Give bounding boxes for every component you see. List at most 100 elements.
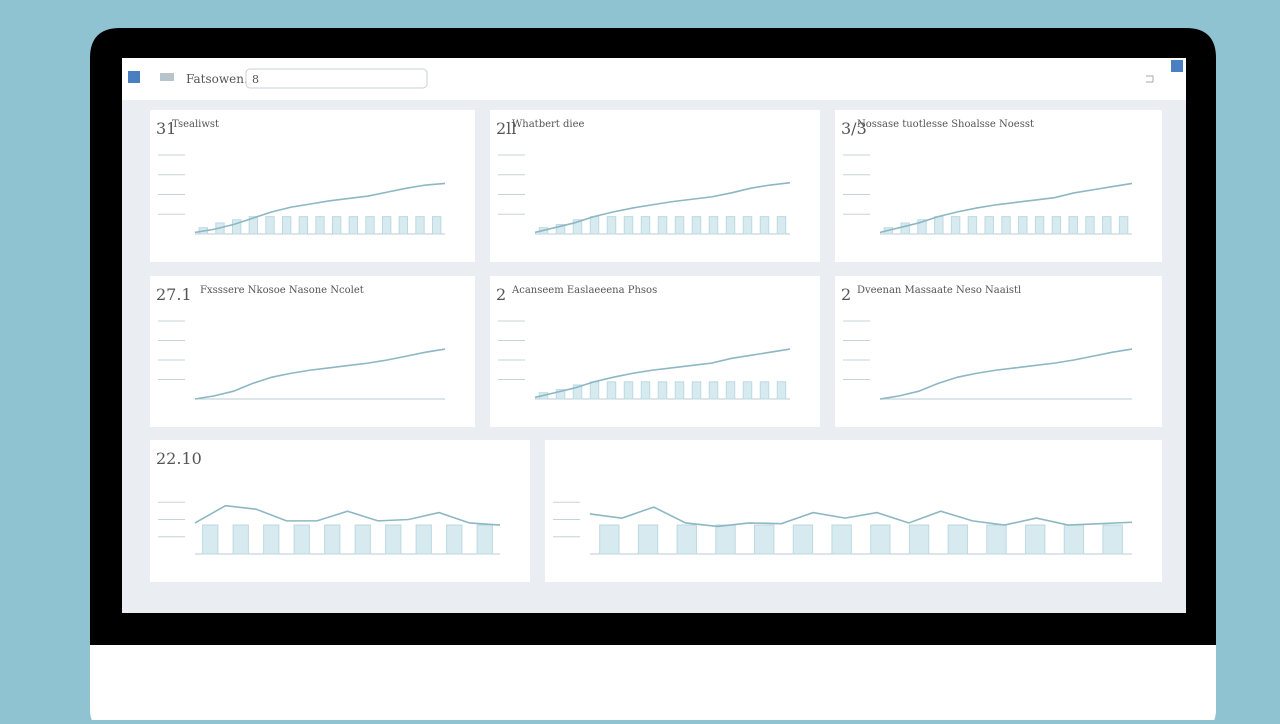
bar <box>298 216 308 235</box>
bar <box>476 524 493 555</box>
bar <box>986 524 1007 555</box>
bar <box>599 524 620 555</box>
bar <box>870 524 891 555</box>
bar <box>742 381 753 400</box>
bar <box>282 216 292 235</box>
bar <box>984 216 994 235</box>
panel-number: 31 <box>156 119 176 138</box>
bar <box>382 216 392 235</box>
bar <box>263 524 280 555</box>
menu-icon[interactable] <box>160 73 174 81</box>
panel-title: Nossase tuotlesse Shoalsse Noesst <box>857 119 1034 130</box>
chart-panel <box>150 110 475 262</box>
bar <box>589 381 600 400</box>
panel-title: Dveenan Massaate Neso Naaistl <box>857 285 1021 296</box>
bar <box>315 216 325 235</box>
bar <box>606 216 617 235</box>
panel-number: 2 <box>841 285 851 304</box>
bar <box>676 524 697 555</box>
line-series <box>194 504 501 526</box>
bar <box>674 216 685 235</box>
bar <box>415 216 425 235</box>
bar <box>754 524 775 555</box>
bar <box>1102 524 1123 555</box>
bar <box>365 216 375 235</box>
line-series <box>879 182 1133 234</box>
bar <box>1102 216 1112 235</box>
bar <box>759 381 770 400</box>
bar <box>332 216 342 235</box>
bar <box>637 524 659 555</box>
search-text: 8 <box>252 73 259 86</box>
bar <box>967 216 978 235</box>
window-icon[interactable] <box>1171 60 1183 72</box>
panel-number: 2ll <box>496 119 516 138</box>
bar <box>1018 216 1028 235</box>
chart-panel <box>835 276 1162 427</box>
bar <box>947 524 968 555</box>
bar <box>1085 216 1095 235</box>
bar <box>900 222 910 235</box>
bar <box>555 389 566 400</box>
line-series <box>194 348 446 400</box>
bar <box>917 219 927 235</box>
line-series <box>194 182 446 234</box>
panel-number: 2 <box>496 285 506 304</box>
chart-panel <box>490 110 820 262</box>
panel-number: 3/3 <box>841 119 867 138</box>
bar <box>385 524 402 555</box>
bar <box>691 381 702 400</box>
bar <box>202 524 219 555</box>
bar <box>640 381 651 400</box>
panel-title: Tsealiwst <box>172 119 219 130</box>
bar <box>1063 524 1085 555</box>
bar <box>708 381 719 400</box>
line-series <box>589 506 1133 528</box>
bar <box>1118 216 1129 235</box>
bar <box>715 524 736 555</box>
bar <box>446 524 463 555</box>
bar <box>725 216 736 235</box>
bar <box>640 216 651 235</box>
bar <box>589 216 600 235</box>
toolbar-title: Fatsowen. <box>186 72 248 86</box>
bar <box>674 381 685 400</box>
app-icon[interactable] <box>128 71 140 83</box>
bar <box>776 381 787 400</box>
panel-title: Whatbert diee <box>512 119 585 130</box>
panel-title: Fxsssere Nkosoe Nasone Ncolet <box>200 285 364 296</box>
bar <box>776 216 787 235</box>
bar <box>606 381 617 400</box>
bar <box>232 219 242 235</box>
bar <box>555 224 566 235</box>
panel-number: 27.1 <box>156 285 192 304</box>
bar <box>657 381 668 400</box>
bar <box>1025 524 1046 555</box>
panel-title: Acanseem Easlaeeena Phsos <box>511 285 657 296</box>
bar <box>398 216 408 235</box>
bar <box>934 216 944 235</box>
bar <box>572 384 583 400</box>
bar <box>1034 216 1045 235</box>
line-series <box>534 181 791 234</box>
bar <box>657 216 668 235</box>
bar <box>950 216 961 235</box>
search-box[interactable] <box>245 68 428 89</box>
refresh-icon[interactable] <box>1146 75 1154 83</box>
panel-number: 22.10 <box>156 449 202 468</box>
bar <box>1068 216 1078 235</box>
bar <box>792 524 814 555</box>
bar <box>415 524 432 555</box>
bar <box>248 216 259 235</box>
bar <box>432 216 442 235</box>
line-series <box>534 348 791 399</box>
bar <box>572 219 583 235</box>
bar <box>232 524 249 555</box>
bar <box>908 524 930 555</box>
chart-panel <box>835 110 1162 262</box>
bar <box>623 216 634 235</box>
bar <box>293 524 310 555</box>
bar <box>742 216 753 235</box>
